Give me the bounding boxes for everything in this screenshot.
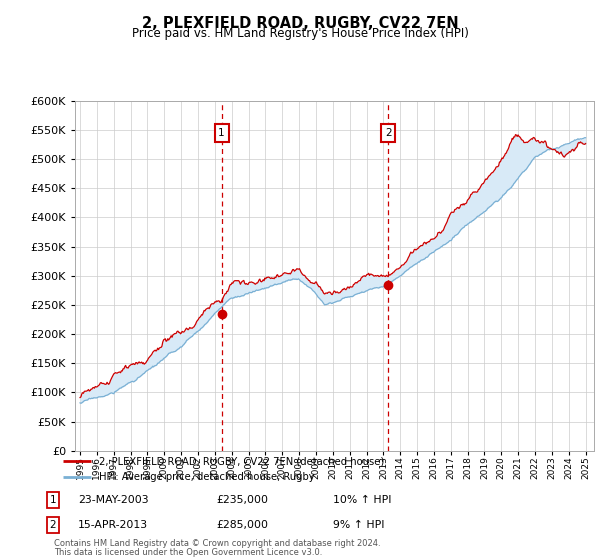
Text: 2: 2 [385,128,392,138]
Text: This data is licensed under the Open Government Licence v3.0.: This data is licensed under the Open Gov… [54,548,322,557]
Text: 2, PLEXFIELD ROAD, RUGBY, CV22 7EN: 2, PLEXFIELD ROAD, RUGBY, CV22 7EN [142,16,458,31]
Text: £235,000: £235,000 [216,495,268,505]
Text: 10% ↑ HPI: 10% ↑ HPI [333,495,392,505]
Text: 2: 2 [49,520,56,530]
Text: 1: 1 [218,128,225,138]
Text: Price paid vs. HM Land Registry's House Price Index (HPI): Price paid vs. HM Land Registry's House … [131,27,469,40]
Text: £285,000: £285,000 [216,520,268,530]
Text: 15-APR-2013: 15-APR-2013 [78,520,148,530]
Text: 2, PLEXFIELD ROAD, RUGBY, CV22 7EN (detached house): 2, PLEXFIELD ROAD, RUGBY, CV22 7EN (deta… [98,456,384,466]
Text: HPI: Average price, detached house, Rugby: HPI: Average price, detached house, Rugb… [98,472,314,482]
Text: 23-MAY-2003: 23-MAY-2003 [78,495,149,505]
Text: 1: 1 [49,495,56,505]
Text: Contains HM Land Registry data © Crown copyright and database right 2024.: Contains HM Land Registry data © Crown c… [54,539,380,548]
Text: 9% ↑ HPI: 9% ↑ HPI [333,520,385,530]
